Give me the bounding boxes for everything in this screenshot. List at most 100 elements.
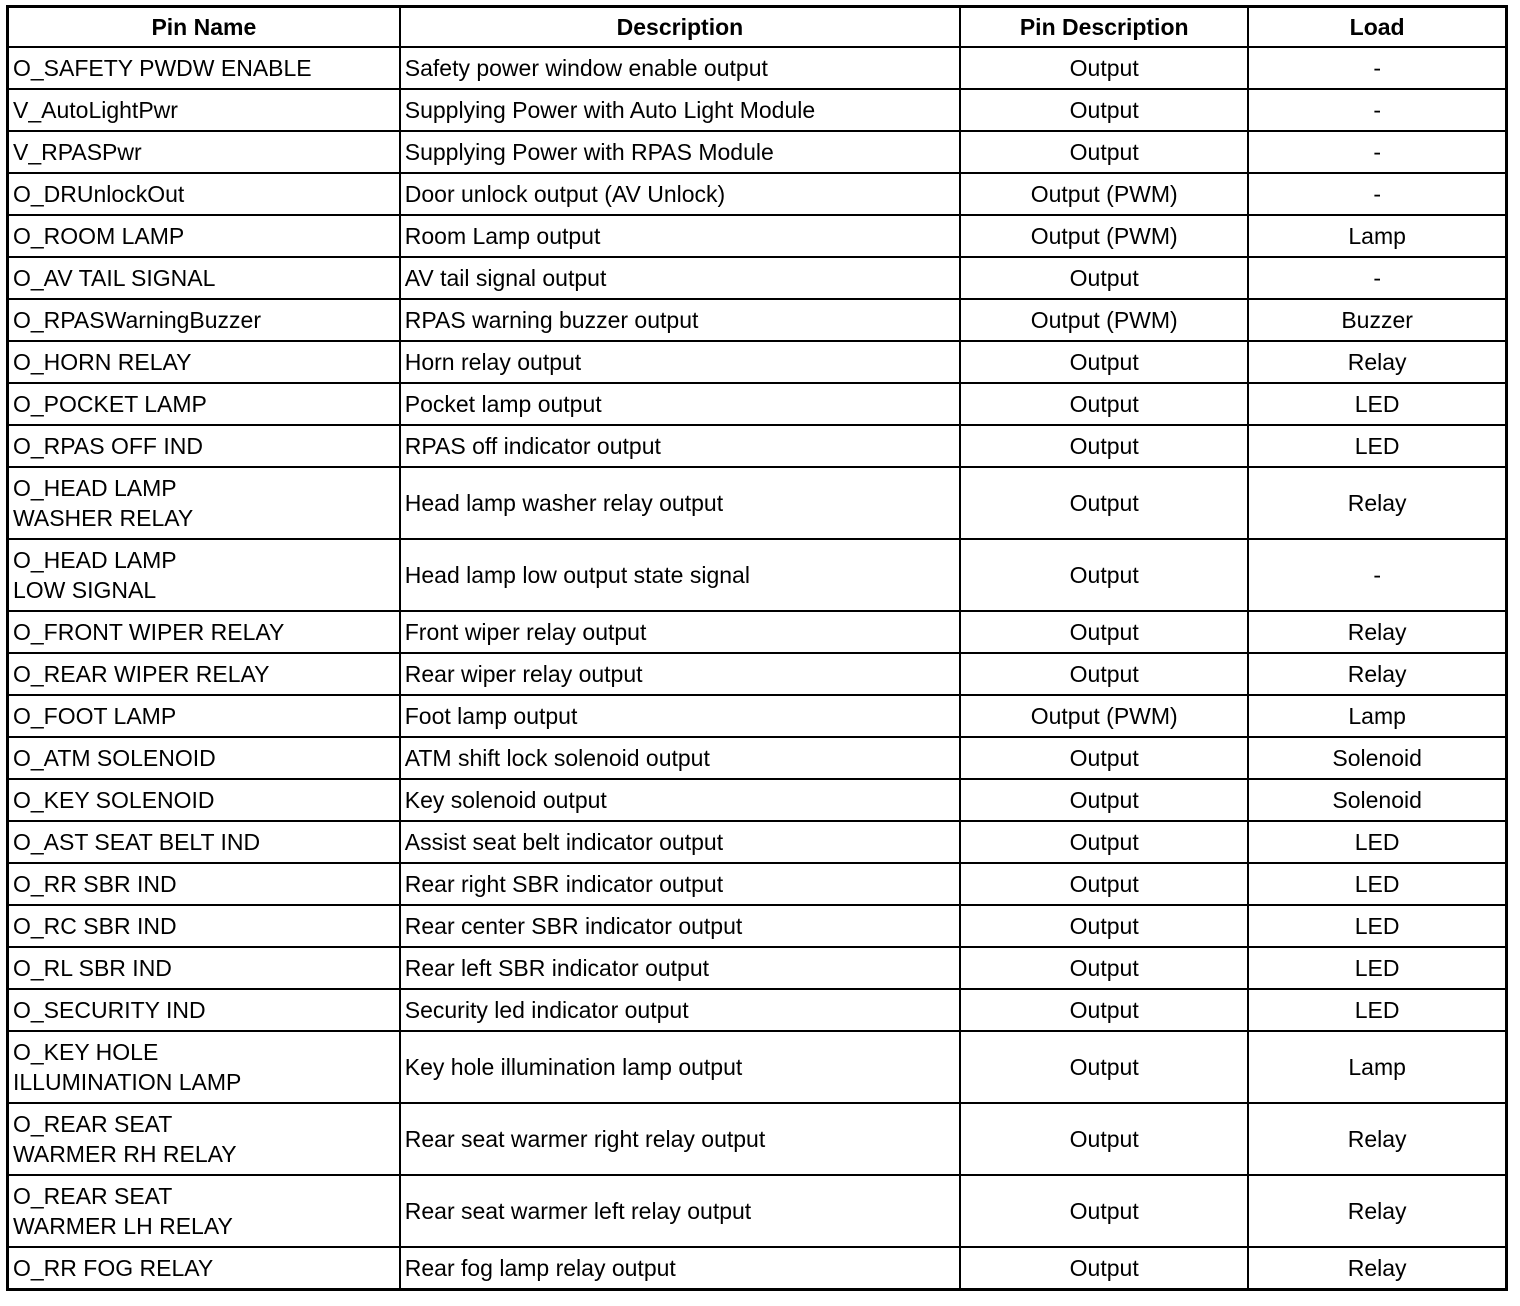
- table-row: O_FRONT WIPER RELAY Front wiper relay out…: [6, 610, 1508, 654]
- table-row: O_RPAS OFF IND RPAS off indicator output O…: [6, 424, 1508, 468]
- load-cell: Relay: [1247, 340, 1508, 384]
- description-cell: Front wiper relay output: [398, 610, 962, 654]
- pin-name-cell: O_ROOM LAMP: [6, 214, 401, 258]
- load-cell: -: [1247, 130, 1508, 174]
- pin-description-cell: Output: [959, 778, 1250, 822]
- pin-table: Pin Name Description Pin Description Loa…: [6, 5, 1508, 1291]
- load-cell: LED: [1247, 988, 1508, 1032]
- pin-name-cell: O_KEY HOLE ILLUMINATION LAMP: [6, 1030, 401, 1104]
- table-row: O_RR SBR IND Rear right SBR indicator out…: [6, 862, 1508, 906]
- table-row: O_SAFETY PWDW ENABLE Safety power window …: [6, 46, 1508, 90]
- table-row: O_AST SEAT BELT IND Assist seat belt indi…: [6, 820, 1508, 864]
- pin-name-cell: O_REAR SEAT WARMER LH RELAY: [6, 1174, 401, 1248]
- description-cell: Key hole illumination lamp output: [398, 1030, 962, 1104]
- pin-description-cell: Output: [959, 538, 1250, 612]
- load-cell: Relay: [1247, 1102, 1508, 1176]
- load-cell: LED: [1247, 862, 1508, 906]
- pin-description-cell: Output: [959, 652, 1250, 696]
- header-pin-name: Pin Name: [6, 5, 401, 48]
- description-cell: Rear seat warmer right relay output: [398, 1102, 962, 1176]
- pin-name-cell: O_SECURITY IND: [6, 988, 401, 1032]
- table-row: O_RR FOG RELAY Rear fog lamp relay output…: [6, 1246, 1508, 1291]
- description-cell: RPAS warning buzzer output: [398, 298, 962, 342]
- load-cell: Relay: [1247, 652, 1508, 696]
- pin-name-cell: O_HORN RELAY: [6, 340, 401, 384]
- description-cell: Security led indicator output: [398, 988, 962, 1032]
- pin-name-cell: O_ATM SOLENOID: [6, 736, 401, 780]
- table-row: O_AV TAIL SIGNAL AV tail signal output Out…: [6, 256, 1508, 300]
- table-row: V_AutoLightPwr Supplying Power with Auto …: [6, 88, 1508, 132]
- pin-name-cell: O_RR SBR IND: [6, 862, 401, 906]
- pin-name-cell: O_RPASWarningBuzzer: [6, 298, 401, 342]
- pin-description-cell: Output: [959, 466, 1250, 540]
- load-cell: Relay: [1247, 610, 1508, 654]
- header-description: Description: [398, 5, 962, 48]
- load-cell: -: [1247, 538, 1508, 612]
- pin-name-cell: O_RR FOG RELAY: [6, 1246, 401, 1291]
- description-cell: ATM shift lock solenoid output: [398, 736, 962, 780]
- pin-name-cell: O_HEAD LAMP LOW SIGNAL: [6, 538, 401, 612]
- pin-name-cell: V_RPASPwr: [6, 130, 401, 174]
- header-pin-description: Pin Description: [959, 5, 1250, 48]
- pin-name-cell: O_AV TAIL SIGNAL: [6, 256, 401, 300]
- table-row: O_DRUnlockOut Door unlock output (AV Unlo…: [6, 172, 1508, 216]
- description-cell: Rear center SBR indicator output: [398, 904, 962, 948]
- pin-name-cell: O_RL SBR IND: [6, 946, 401, 990]
- table-row: O_KEY HOLE ILLUMINATION LAMP Key hole ill…: [6, 1030, 1508, 1104]
- pin-name-cell: O_REAR WIPER RELAY: [6, 652, 401, 696]
- load-cell: Solenoid: [1247, 736, 1508, 780]
- description-cell: Head lamp washer relay output: [398, 466, 962, 540]
- pin-name-cell: O_FOOT LAMP: [6, 694, 401, 738]
- load-cell: -: [1247, 172, 1508, 216]
- pin-description-cell: Output: [959, 1246, 1250, 1291]
- table-row: V_RPASPwr Supplying Power with RPAS Modul…: [6, 130, 1508, 174]
- load-cell: Solenoid: [1247, 778, 1508, 822]
- load-cell: LED: [1247, 820, 1508, 864]
- table-row: O_REAR SEAT WARMER RH RELAY Rear seat war…: [6, 1102, 1508, 1176]
- table-row: O_HEAD LAMP WASHER RELAY Head lamp washer…: [6, 466, 1508, 540]
- pin-description-cell: Output (PWM): [959, 298, 1250, 342]
- pin-name-cell: O_REAR SEAT WARMER RH RELAY: [6, 1102, 401, 1176]
- load-cell: Buzzer: [1247, 298, 1508, 342]
- load-cell: Relay: [1247, 466, 1508, 540]
- pin-description-cell: Output (PWM): [959, 214, 1250, 258]
- description-cell: Rear seat warmer left relay output: [398, 1174, 962, 1248]
- pin-name-cell: O_SAFETY PWDW ENABLE: [6, 46, 401, 90]
- load-cell: Lamp: [1247, 1030, 1508, 1104]
- pin-description-cell: Output: [959, 46, 1250, 90]
- pin-description-cell: Output: [959, 610, 1250, 654]
- load-cell: LED: [1247, 946, 1508, 990]
- pin-name-cell: O_HEAD LAMP WASHER RELAY: [6, 466, 401, 540]
- load-cell: -: [1247, 88, 1508, 132]
- table-row: O_RL SBR IND Rear left SBR indicator outp…: [6, 946, 1508, 990]
- header-load: Load: [1247, 5, 1508, 48]
- description-cell: Rear wiper relay output: [398, 652, 962, 696]
- description-cell: Horn relay output: [398, 340, 962, 384]
- pin-name-cell: O_RPAS OFF IND: [6, 424, 401, 468]
- table-row: O_HEAD LAMP LOW SIGNAL Head lamp low outp…: [6, 538, 1508, 612]
- table-row: O_ROOM LAMP Room Lamp output Output (PWM) L…: [6, 214, 1508, 258]
- pin-description-cell: Output: [959, 1102, 1250, 1176]
- table-row: O_REAR SEAT WARMER LH RELAY Rear seat war…: [6, 1174, 1508, 1248]
- load-cell: LED: [1247, 382, 1508, 426]
- description-cell: Safety power window enable output: [398, 46, 962, 90]
- description-cell: RPAS off indicator output: [398, 424, 962, 468]
- table-row: O_HORN RELAY Horn relay output Output Relay: [6, 340, 1508, 384]
- pin-description-cell: Output: [959, 820, 1250, 864]
- pin-name-cell: O_DRUnlockOut: [6, 172, 401, 216]
- pin-name-cell: O_RC SBR IND: [6, 904, 401, 948]
- table-row: O_FOOT LAMP Foot lamp output Output (PWM) L…: [6, 694, 1508, 738]
- pin-description-cell: Output: [959, 256, 1250, 300]
- pin-name-cell: O_KEY SOLENOID: [6, 778, 401, 822]
- pin-name-cell: O_POCKET LAMP: [6, 382, 401, 426]
- description-cell: Supplying Power with Auto Light Module: [398, 88, 962, 132]
- table-row: O_REAR WIPER RELAY Rear wiper relay outpu…: [6, 652, 1508, 696]
- description-cell: Foot lamp output: [398, 694, 962, 738]
- load-cell: Lamp: [1247, 214, 1508, 258]
- pin-description-cell: Output: [959, 382, 1250, 426]
- pin-description-cell: Output: [959, 904, 1250, 948]
- table-row: O_RC SBR IND Rear center SBR indicator ou…: [6, 904, 1508, 948]
- load-cell: -: [1247, 256, 1508, 300]
- pin-description-cell: Output: [959, 1174, 1250, 1248]
- pin-description-cell: Output: [959, 88, 1250, 132]
